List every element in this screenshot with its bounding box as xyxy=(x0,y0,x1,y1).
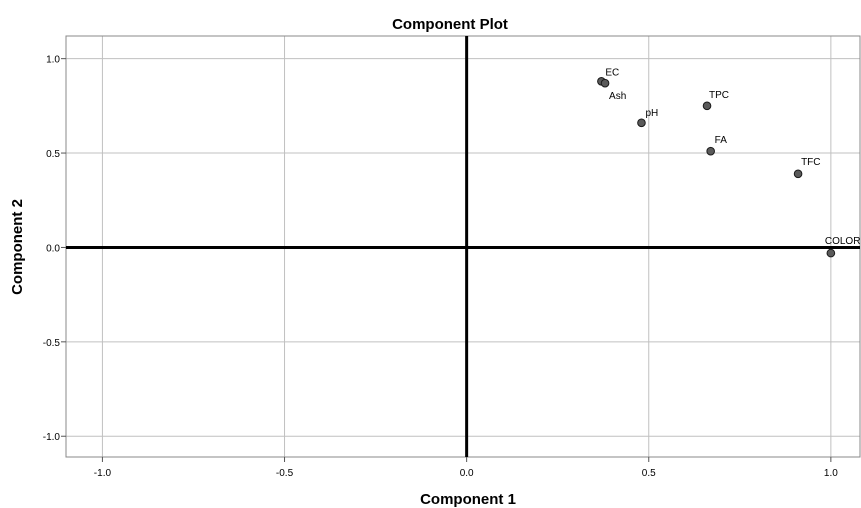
data-point-label: FA xyxy=(715,135,728,146)
data-point-label: TPC xyxy=(709,90,729,101)
y-tick-label: 1.0 xyxy=(46,55,60,66)
x-tick-label: 0.5 xyxy=(642,468,656,479)
x-tick-label: 1.0 xyxy=(824,468,838,479)
y-axis-title: Component 2 xyxy=(9,199,26,295)
data-point xyxy=(793,169,803,179)
y-tick-label: 0.0 xyxy=(46,243,60,254)
data-point xyxy=(702,101,712,111)
data-point xyxy=(826,248,836,258)
data-point-label: Ash xyxy=(609,91,626,102)
zero-reference-lines xyxy=(66,36,860,457)
y-tick-label: -0.5 xyxy=(43,338,61,349)
data-point xyxy=(706,146,715,156)
tick-labels: -1.0 -0.5 0.0 0.5 1.0 -1.0 -0.5 0.0 0.5 1.0 xyxy=(43,55,838,479)
data-point-label: pH xyxy=(645,108,658,119)
x-tick-label: -0.5 xyxy=(276,468,294,479)
y-tick-label: -1.0 xyxy=(43,432,61,443)
x-tick-label: -1.0 xyxy=(94,468,112,479)
chart-title: Component Plot xyxy=(392,16,508,33)
data-point-label: TFC xyxy=(801,157,820,168)
data-point-label: COLOR xyxy=(825,236,861,247)
x-axis-title: Component 1 xyxy=(420,491,516,508)
grid-lines xyxy=(66,36,860,457)
data-point xyxy=(600,78,610,88)
x-tick-label: 0.0 xyxy=(460,468,474,479)
data-point xyxy=(637,118,646,128)
y-tick-label: 0.5 xyxy=(46,149,60,160)
data-point-label: EC xyxy=(605,67,619,78)
data-points: EC Ash pH TPC FA TFC COLOR xyxy=(597,67,861,258)
